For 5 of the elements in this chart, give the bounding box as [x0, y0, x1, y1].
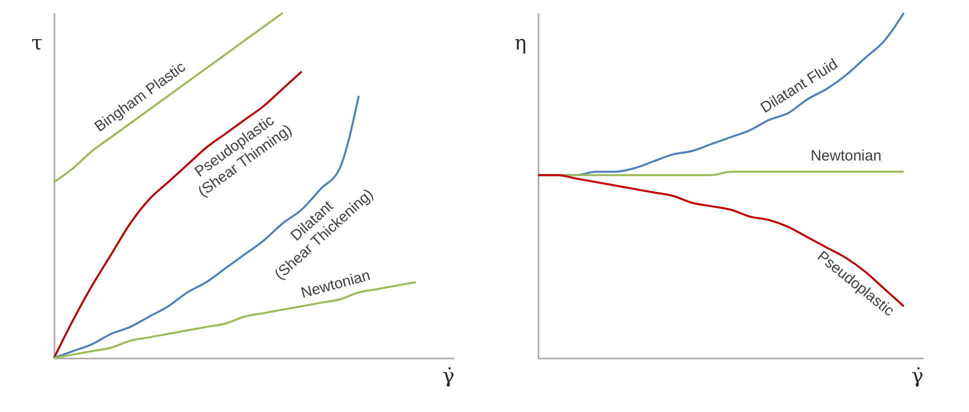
x-axis-title: γ̇	[912, 364, 924, 388]
y-axis-title: τ	[31, 30, 42, 54]
series-label: Newtonian	[810, 148, 882, 165]
x-axis-title: γ̇	[442, 364, 454, 388]
y-axis-title: η	[514, 30, 526, 54]
